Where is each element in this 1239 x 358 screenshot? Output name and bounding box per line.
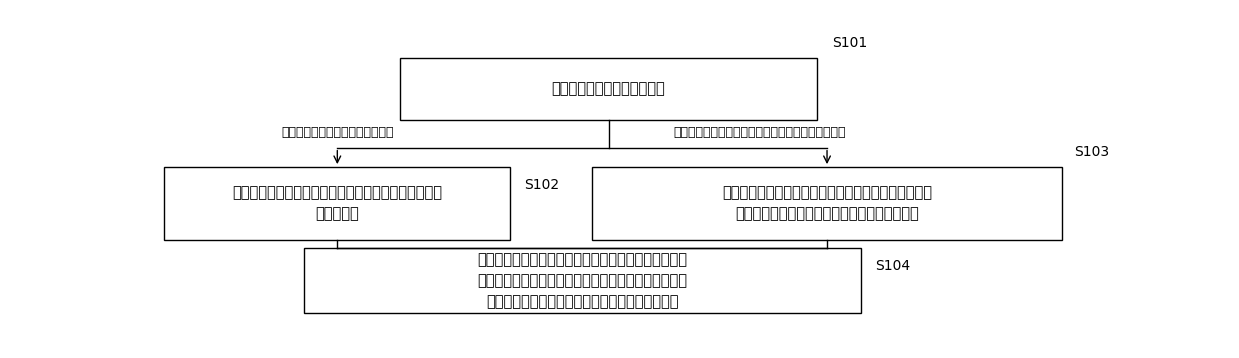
Text: S104: S104 bbox=[875, 259, 911, 274]
Text: 相对湿度信息小于第一湿度阈值时: 相对湿度信息小于第一湿度阈值时 bbox=[281, 126, 394, 139]
Text: 若空调器从常规制冷模式进入超强制冷模式，则将压缩
机的运行频率提高至基于常规制冷模式对应的常规运行
频率生成的超强制冷频率或压缩机的最高制冷频率: 若空调器从常规制冷模式进入超强制冷模式，则将压缩 机的运行频率提高至基于常规制冷… bbox=[477, 252, 688, 309]
Text: S101: S101 bbox=[831, 36, 867, 50]
Text: S103: S103 bbox=[1074, 145, 1109, 159]
Bar bbox=[165, 167, 510, 240]
Bar bbox=[304, 248, 861, 313]
Text: 依据内盘温度、内环温度、外环温度、压缩机运行时间
及压缩机运行频率，判断是否进入超强制冷模式: 依据内盘温度、内环温度、外环温度、压缩机运行时间 及压缩机运行频率，判断是否进入… bbox=[722, 185, 932, 222]
Text: 依据内盘温度、内环温度及外环温度，判断是否进入超
强制冷模式: 依据内盘温度、内环温度及外环温度，判断是否进入超 强制冷模式 bbox=[233, 185, 442, 222]
Text: S102: S102 bbox=[524, 178, 560, 192]
Text: 相对湿度信息小于第二湿度阈值且大于第一湿度阈值: 相对湿度信息小于第二湿度阈值且大于第一湿度阈值 bbox=[674, 126, 846, 139]
Text: 获取所属地区的相对湿度信息: 获取所属地区的相对湿度信息 bbox=[551, 82, 665, 97]
Bar bbox=[400, 58, 818, 120]
Bar bbox=[592, 167, 1062, 240]
